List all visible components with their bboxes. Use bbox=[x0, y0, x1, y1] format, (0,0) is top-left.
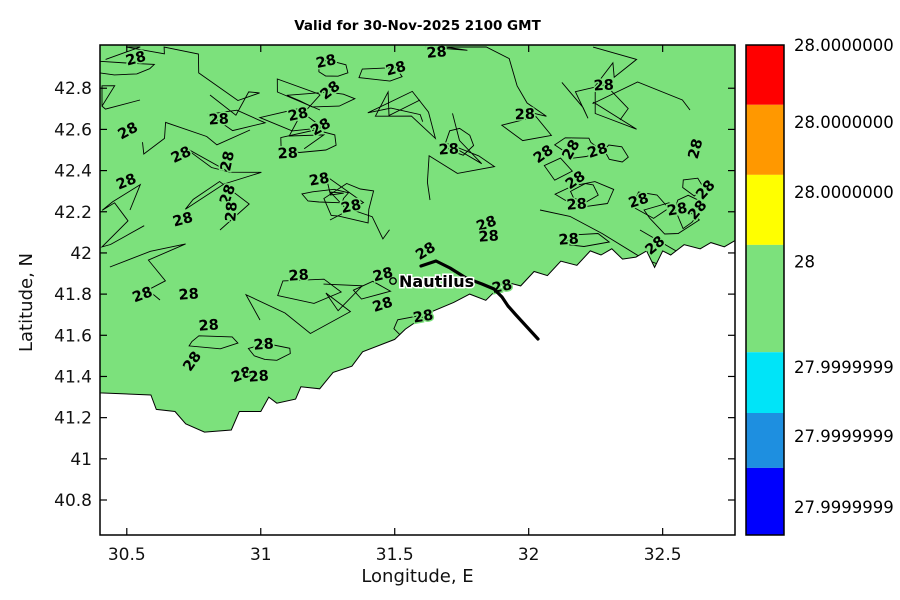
y-tick-label: 42.4 bbox=[54, 162, 92, 182]
contour-label: 28 bbox=[248, 368, 269, 385]
nautilus-track bbox=[419, 259, 540, 341]
y-tick-label: 42.6 bbox=[54, 120, 92, 140]
contour-label: 28 bbox=[666, 200, 689, 219]
colorbar-tick-label: 28.0000000 bbox=[794, 36, 894, 55]
colorbar-tick-label: 28 bbox=[794, 253, 815, 272]
y-tick-label: 41 bbox=[70, 450, 92, 470]
y-tick-label: 41.2 bbox=[54, 409, 92, 429]
colorbar-segment bbox=[746, 174, 784, 245]
x-axis-label: Longitude, E bbox=[361, 566, 474, 587]
contour-label: 28 bbox=[566, 196, 587, 213]
contour-label: 28 bbox=[124, 49, 148, 70]
x-tick-label: 31 bbox=[250, 545, 272, 565]
contour-label: 28 bbox=[514, 107, 535, 124]
colorbar-border bbox=[745, 44, 785, 536]
y-tick-label: 41.8 bbox=[54, 285, 92, 305]
contour-label: 28 bbox=[478, 228, 499, 245]
colorbar-tick-label: 28.0000000 bbox=[794, 183, 894, 202]
contour-label: 28 bbox=[171, 210, 195, 231]
contour-label: 28 bbox=[315, 52, 338, 72]
contour-label: 28 bbox=[218, 150, 238, 173]
contour-label: 28 bbox=[384, 59, 408, 80]
contour-label: 28 bbox=[308, 170, 331, 189]
contour-label: 28 bbox=[686, 137, 707, 161]
x-tick-label: 32.5 bbox=[644, 545, 682, 565]
y-tick-label: 40.8 bbox=[54, 491, 92, 511]
contour-label: 28 bbox=[288, 267, 309, 284]
contour-label: 28 bbox=[277, 145, 298, 162]
contour-label: 28 bbox=[287, 105, 310, 125]
colorbar-segment bbox=[746, 352, 784, 413]
nautilus-label: Nautilus bbox=[399, 272, 474, 291]
nautilus-marker bbox=[389, 277, 397, 285]
contour-label: 28 bbox=[208, 111, 229, 128]
y-tick-label: 41.6 bbox=[54, 326, 92, 346]
y-tick-label: 42.8 bbox=[54, 79, 92, 99]
contour-label: 28 bbox=[438, 141, 459, 158]
contour-label: 28 bbox=[198, 317, 219, 334]
x-tick-label: 30.5 bbox=[108, 545, 146, 565]
y-axis-label: Latitude, N bbox=[16, 253, 37, 352]
colorbar-segment bbox=[746, 413, 784, 468]
colorbar-segment bbox=[746, 244, 784, 353]
colorbar-tick-label: 28.0000000 bbox=[794, 113, 894, 132]
plot-border bbox=[99, 44, 736, 536]
y-tick-label: 42 bbox=[70, 244, 92, 264]
contour-label: 28 bbox=[253, 336, 274, 353]
contour-label: 28 bbox=[412, 307, 435, 326]
colorbar-segment bbox=[746, 45, 784, 105]
contour-label: 28 bbox=[426, 44, 448, 62]
colorbar-segment bbox=[746, 467, 784, 535]
x-tick-label: 31.5 bbox=[376, 545, 414, 565]
y-tick-label: 41.4 bbox=[54, 367, 92, 387]
plot-title: Valid for 30-Nov-2025 2100 GMT bbox=[294, 18, 541, 34]
contour-label: 28 bbox=[178, 286, 199, 303]
contour-label: 28 bbox=[593, 77, 614, 94]
contour-label: 28 bbox=[558, 231, 579, 248]
colorbar-tick-label: 27.9999999 bbox=[794, 498, 894, 517]
x-tick-label: 32 bbox=[518, 545, 540, 565]
colorbar-segment bbox=[746, 104, 784, 175]
contour-label: 28 bbox=[223, 201, 241, 223]
colorbar-tick-label: 27.9999999 bbox=[794, 427, 894, 446]
colorbar-tick-label: 27.9999999 bbox=[794, 358, 894, 377]
y-tick-label: 42.2 bbox=[54, 203, 92, 223]
contour-label: 28 bbox=[340, 197, 363, 217]
